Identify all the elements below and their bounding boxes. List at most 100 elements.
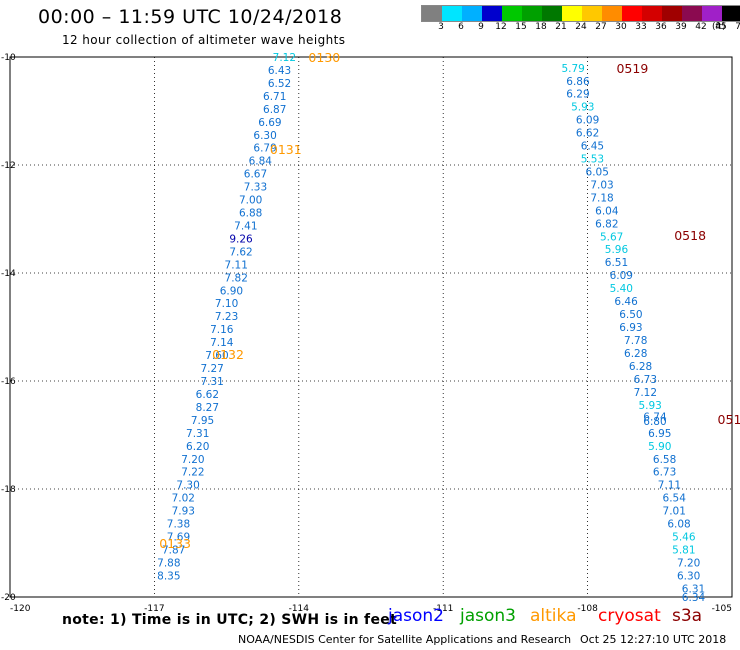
wave-height-value: 6.04 (595, 205, 619, 217)
x-tick-label: -114 (289, 604, 310, 614)
legend-swatch-42 (682, 6, 702, 21)
legend-swatch-30 (602, 6, 622, 21)
wave-height-value: 5.90 (648, 441, 671, 453)
wave-height-value: 7.27 (200, 363, 223, 375)
wave-height-value: 7.31 (200, 376, 223, 388)
wave-height-value: 6.34 (682, 592, 706, 604)
legend-swatch-24 (562, 6, 582, 21)
wave-height-value: 5.96 (605, 244, 629, 256)
track-time-label: 0130 (308, 50, 340, 65)
wave-height-value: 6.20 (186, 441, 209, 453)
wave-height-value: 6.73 (634, 374, 657, 386)
wave-height-value: 6.29 (566, 89, 589, 101)
track-time-label: 0518 (674, 228, 706, 243)
wave-height-value: 6.52 (268, 78, 291, 90)
wave-height-value: 6.86 (566, 76, 590, 88)
legend-swatch-6 (442, 6, 462, 21)
wave-height-value: 7.33 (244, 182, 267, 194)
wave-height-value: 6.79 (253, 143, 276, 155)
y-tick-label: -18 (1, 485, 16, 495)
x-tick-label: -105 (712, 604, 732, 614)
wave-height-value: 7.14 (210, 337, 234, 349)
wave-height-value: 7.23 (215, 311, 238, 323)
wave-height-value: 6.31 (682, 583, 705, 595)
wave-height-value: 6.43 (268, 65, 291, 77)
wave-height-value: 6.46 (614, 296, 638, 308)
wave-height-value: 6.30 (677, 570, 700, 582)
wave-height-value: 7.02 (172, 493, 195, 505)
y-tick-label: -16 (1, 377, 16, 387)
wave-height-value: 7.03 (590, 179, 613, 191)
chart-subtitle: 12 hour collection of altimeter wave hei… (62, 33, 346, 47)
wave-height-value: 6.09 (576, 115, 599, 127)
legend-label-6: 6 (458, 22, 464, 32)
wave-height-value: 6.84 (249, 156, 273, 168)
wave-height-value: 7.30 (176, 480, 199, 492)
wave-height-value: 6.51 (605, 257, 628, 269)
satellite-altika: altika (530, 606, 577, 626)
legend-label-3: 3 (438, 22, 444, 32)
legend-label-18: 18 (535, 22, 547, 32)
wave-height-value: 6.82 (595, 218, 618, 230)
y-tick-label: -10 (1, 53, 16, 63)
wave-height-value: 6.87 (263, 104, 286, 116)
wave-height-value: 7.16 (210, 324, 234, 336)
wave-height-value: 7.93 (172, 506, 195, 518)
wave-height-value: 7.22 (181, 467, 204, 479)
wave-height-value: 6.45 (581, 141, 604, 153)
wave-height-value: 7.60 (205, 350, 228, 362)
track-time-label: 0517 (718, 412, 740, 427)
satellite-jason3: jason3 (460, 606, 516, 626)
wave-height-value: 6.62 (196, 389, 219, 401)
legend-swatch-15 (502, 6, 522, 21)
y-tick-label: -12 (1, 161, 16, 171)
wave-height-value: 7.38 (167, 519, 190, 531)
wave-height-value: 7.41 (234, 220, 257, 232)
legend-swatch-3 (422, 6, 442, 21)
legend-swatch-33 (622, 6, 642, 21)
wave-height-value: 6.67 (244, 169, 267, 181)
wave-height-value: 7.78 (624, 335, 647, 347)
wave-height-value: 7.18 (590, 192, 613, 204)
x-tick-label: -117 (144, 604, 164, 614)
wave-height-value: 6.50 (619, 309, 642, 321)
wave-height-value: 6.09 (610, 270, 633, 282)
wave-height-value: 6.73 (653, 467, 676, 479)
credit-line: NOAA/NESDIS Center for Satellite Applica… (238, 633, 572, 646)
legend-swatch-21 (542, 6, 562, 21)
legend-label-15: 15 (515, 22, 527, 32)
wave-height-value: 6.08 (667, 519, 690, 531)
y-tick-label: -14 (1, 269, 16, 279)
x-tick-label: -120 (10, 604, 31, 614)
wave-height-value: 7.20 (181, 454, 204, 466)
legend-swatch-9 (462, 6, 482, 21)
wave-height-value: 7.10 (215, 298, 238, 310)
satellite-s3a: s3a (672, 606, 703, 626)
legend-label-70: 70 (735, 22, 740, 32)
x-tick-label: -108 (577, 604, 598, 614)
wave-height-value: 7.95 (191, 415, 214, 427)
y-tick-label: -20 (1, 593, 16, 603)
legend-label-12: 12 (495, 22, 507, 32)
wave-height-value: 6.28 (629, 361, 652, 373)
wave-height-value: 7.87 (162, 544, 185, 556)
legend-swatch-36 (642, 6, 662, 21)
wave-height-value: 7.31 (186, 428, 209, 440)
satellite-jason2: jason2 (388, 606, 444, 626)
wave-height-value: 7.69 (167, 532, 190, 544)
track-time-label: 0132 (212, 347, 244, 362)
wave-height-value: 6.54 (663, 493, 687, 505)
wave-height-value: 6.69 (258, 117, 281, 129)
track-time-label: 0519 (616, 61, 648, 76)
wave-height-value: 8.27 (196, 402, 219, 414)
legend-label-36: 36 (655, 22, 667, 32)
wave-height-value: 6.95 (648, 428, 671, 440)
legend-label-39: 39 (675, 22, 687, 32)
wave-height-value: 6.62 (576, 128, 599, 140)
legend-label-30: 30 (615, 22, 627, 32)
legend-label-21: 21 (555, 22, 567, 32)
wave-height-value: 8.35 (157, 570, 180, 582)
wave-height-value: 5.46 (672, 532, 696, 544)
wave-height-value: 7.00 (239, 195, 262, 207)
